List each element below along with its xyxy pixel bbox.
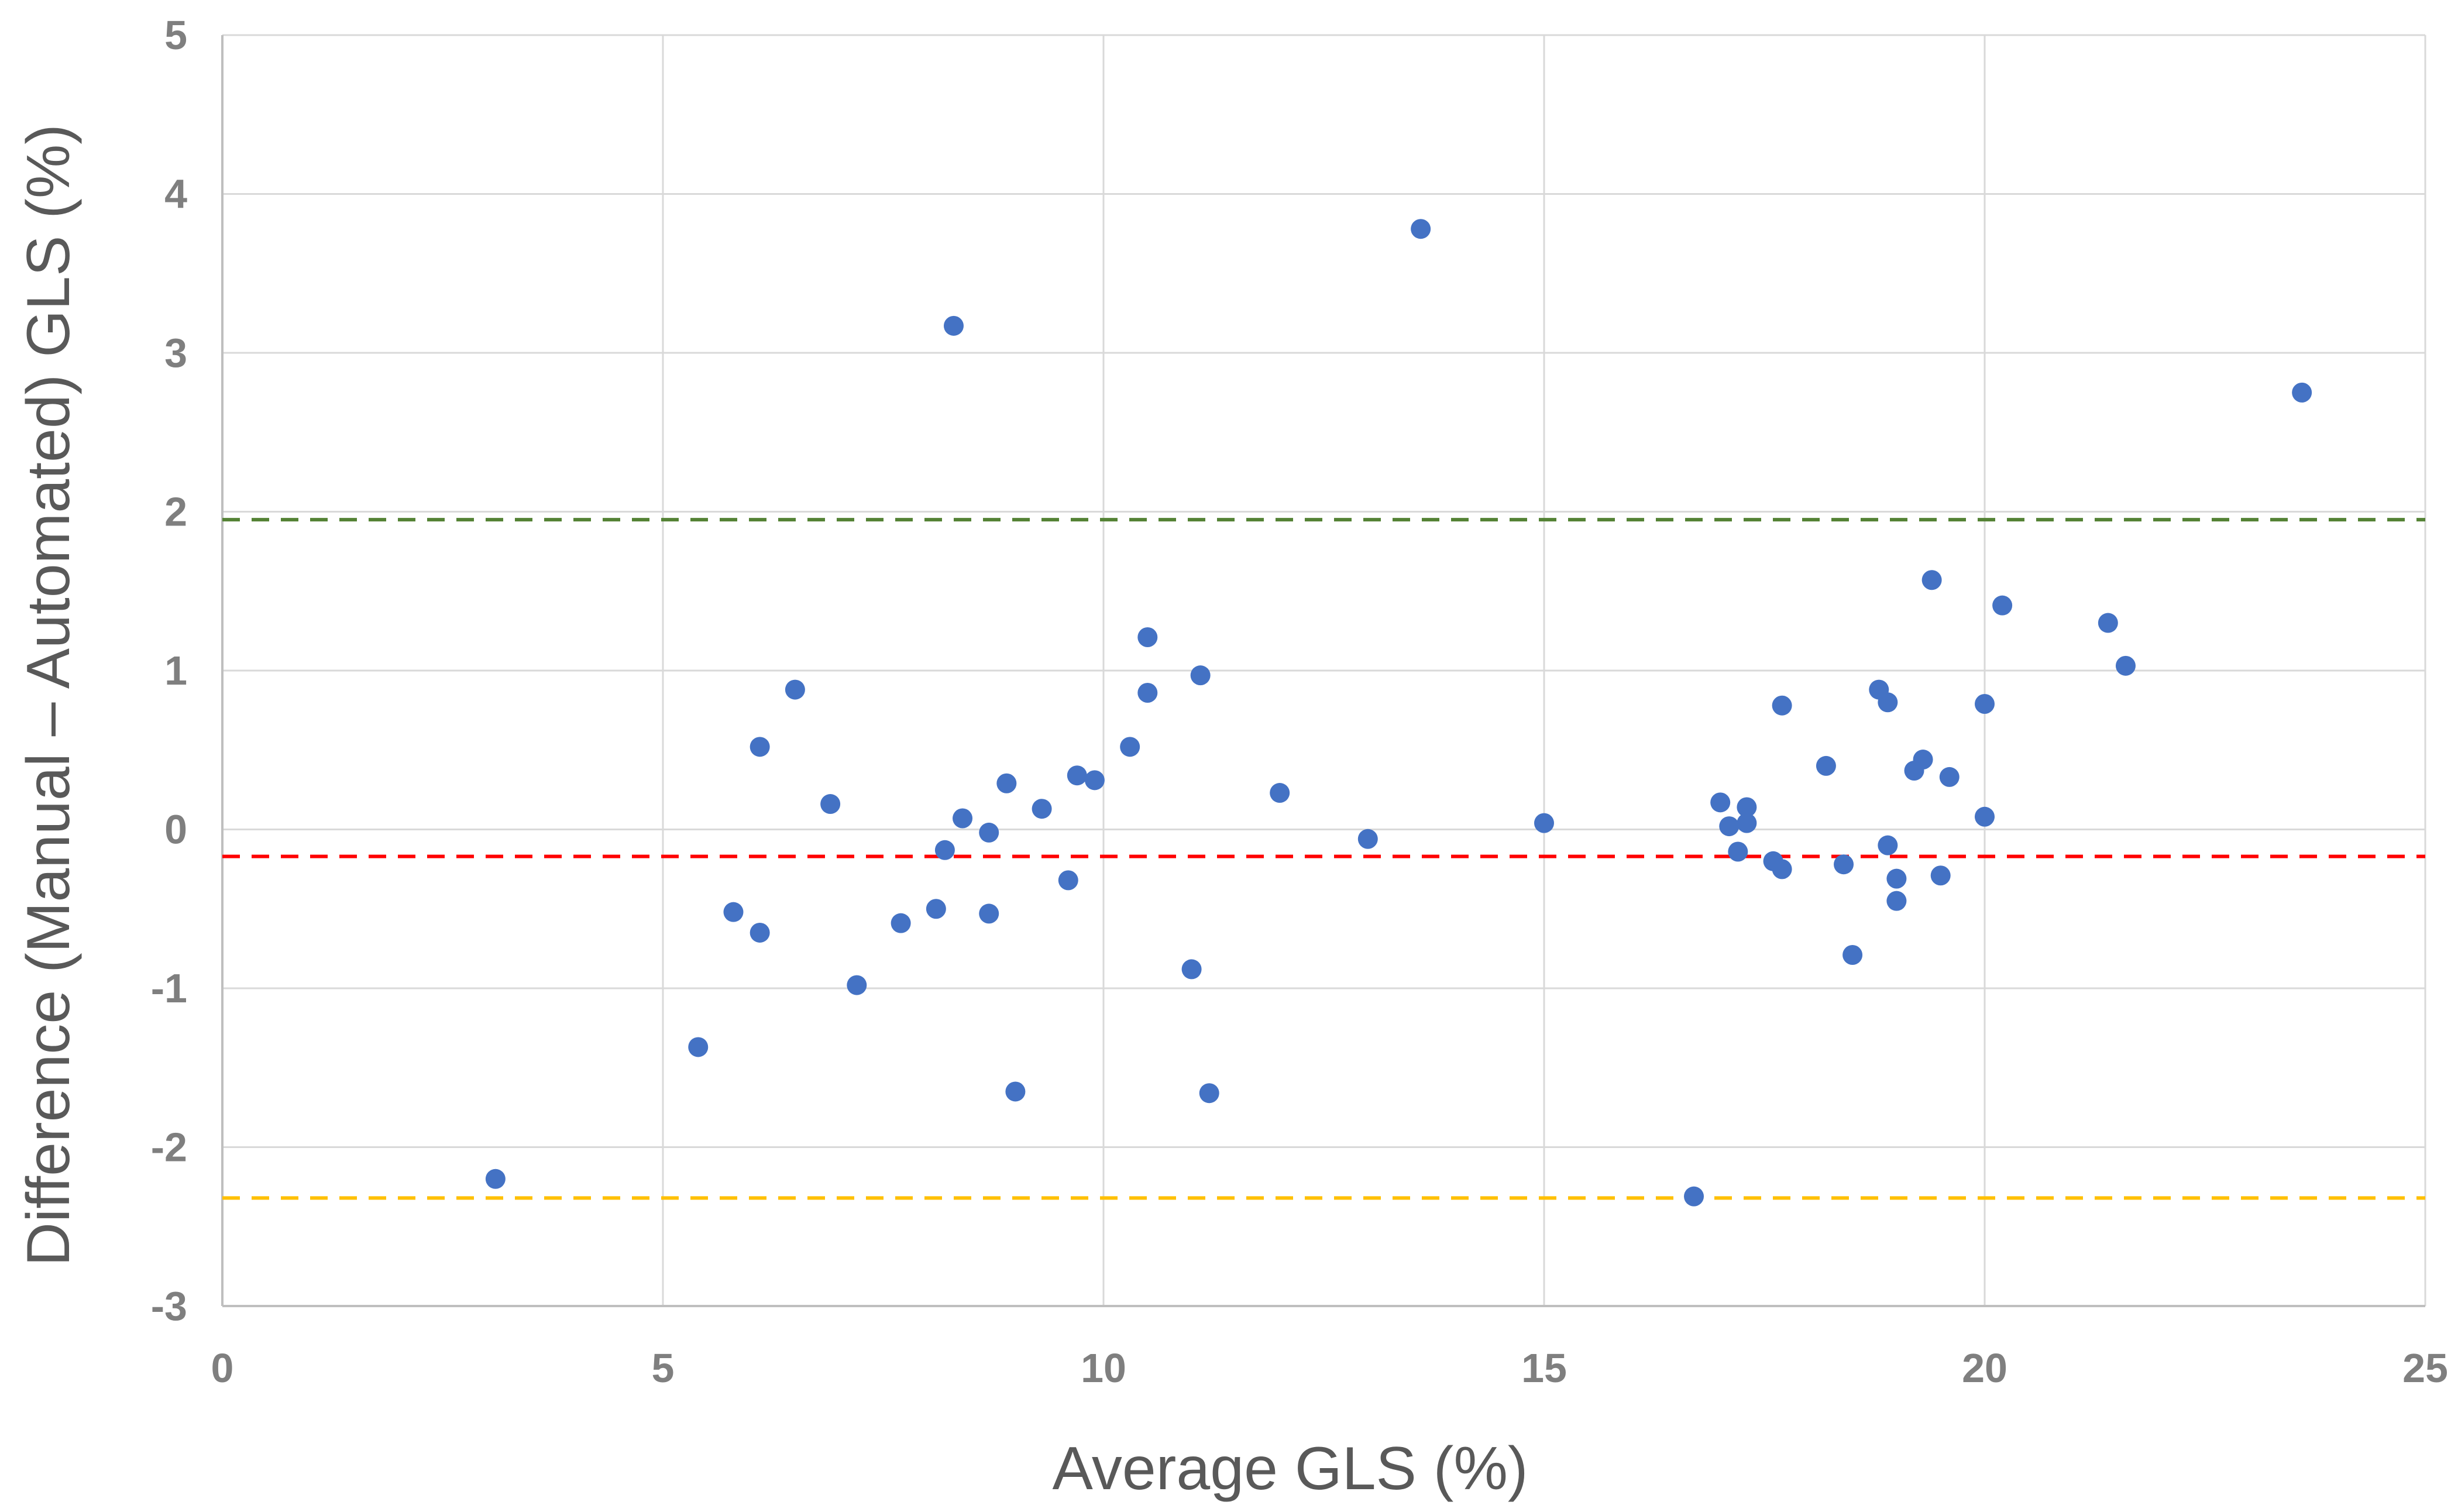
data-point <box>1930 865 1951 886</box>
data-point <box>785 679 805 700</box>
data-point <box>1084 770 1105 791</box>
reference-lines <box>222 518 2425 1200</box>
data-point <box>1975 806 1995 827</box>
data-point <box>1058 870 1078 891</box>
data-point <box>891 913 911 933</box>
y-axis-title: Difference (Manual – Automated) GLS (%) <box>15 124 82 1266</box>
data-point <box>979 903 999 924</box>
data-point <box>2292 382 2312 403</box>
data-point <box>1534 813 1554 833</box>
data-point <box>1939 767 1960 787</box>
y-tick-label: 3 <box>164 330 187 376</box>
data-point <box>1199 1083 1219 1104</box>
data-point <box>953 808 973 829</box>
x-tick-label: 20 <box>1962 1345 2007 1391</box>
data-point <box>1975 694 1995 714</box>
x-tick-labels: 0 5 10 15 20 25 <box>211 1345 2448 1391</box>
data-point <box>996 773 1017 793</box>
data-point <box>1913 750 1933 770</box>
data-point <box>1834 854 1854 875</box>
y-tick-label: 2 <box>164 489 187 535</box>
x-tick-label: 25 <box>2402 1345 2448 1391</box>
x-axis-title: Average GLS (%) <box>1052 1435 1528 1503</box>
data-point <box>1878 692 1898 713</box>
x-tick-label: 5 <box>652 1345 675 1391</box>
data-point <box>1772 859 1792 879</box>
data-point <box>1005 1081 1026 1102</box>
y-tick-label: -2 <box>151 1125 187 1170</box>
y-tick-label: 5 <box>164 12 187 58</box>
y-tick-label: -3 <box>151 1283 187 1329</box>
data-point <box>979 822 999 843</box>
y-tick-label: 1 <box>164 648 187 693</box>
data-point <box>1921 570 1942 590</box>
axes <box>221 35 2425 1307</box>
y-tick-label: 0 <box>164 807 187 853</box>
data-point <box>1137 683 1158 703</box>
data-point <box>1710 792 1731 813</box>
data-point <box>1878 835 1898 855</box>
data-point <box>1684 1186 1704 1207</box>
data-point <box>1772 695 1792 716</box>
data-points <box>485 219 2312 1207</box>
x-tick-label: 0 <box>211 1345 234 1391</box>
data-point <box>926 899 946 919</box>
data-point <box>1120 737 1140 757</box>
y-tick-label: -1 <box>151 965 187 1011</box>
data-point <box>1067 765 1087 786</box>
data-point <box>1032 799 1052 819</box>
data-point <box>1190 665 1211 686</box>
data-point <box>1842 944 1863 965</box>
data-point <box>1816 755 1836 776</box>
data-point <box>723 902 744 922</box>
data-point <box>750 922 770 943</box>
y-tick-labels: -3 -2 -1 0 1 2 3 4 5 <box>151 12 187 1329</box>
data-point <box>2115 655 2136 676</box>
x-tick-label: 10 <box>1081 1345 1126 1391</box>
data-point <box>847 975 867 995</box>
data-point <box>820 794 841 815</box>
data-point <box>1737 813 1757 833</box>
data-point <box>1411 219 1431 239</box>
y-tick-label: 4 <box>164 171 187 217</box>
x-tick-label: 15 <box>1521 1345 1567 1391</box>
data-point <box>750 737 770 757</box>
data-point <box>1886 891 1907 911</box>
data-point <box>1357 829 1378 849</box>
data-point <box>1719 816 1740 837</box>
data-point <box>1728 841 1748 862</box>
data-point <box>934 840 955 860</box>
data-point <box>1737 797 1757 817</box>
data-point <box>485 1169 506 1189</box>
data-point <box>1181 959 1202 980</box>
data-point <box>2098 613 2118 633</box>
data-point <box>1992 595 2013 616</box>
data-point <box>1270 783 1290 803</box>
data-point <box>1137 627 1158 647</box>
gridlines <box>222 34 2426 1306</box>
data-point <box>943 315 964 336</box>
data-point <box>1886 868 1907 889</box>
data-point <box>688 1037 709 1057</box>
